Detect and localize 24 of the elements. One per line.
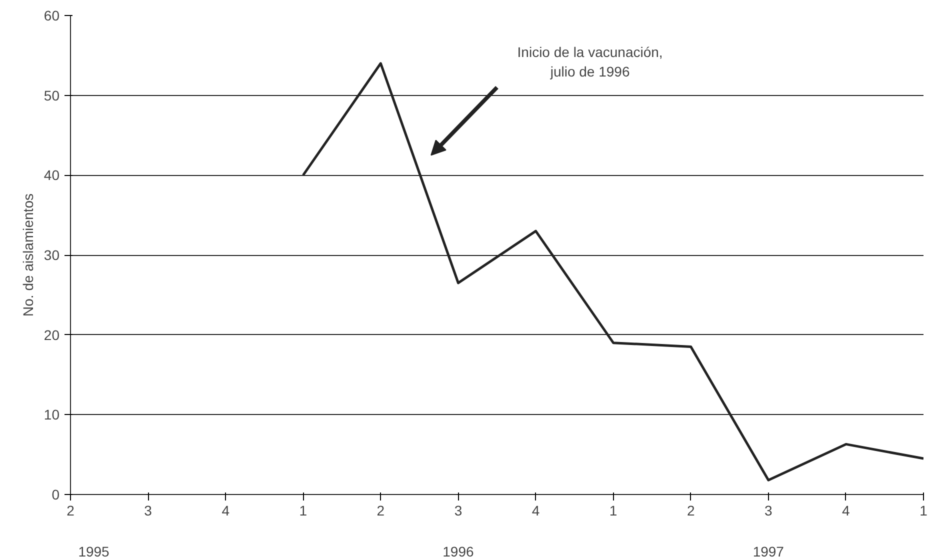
- y-tick-label: 50: [44, 87, 60, 104]
- y-tick-label: 40: [44, 167, 60, 184]
- x-tick-label: 1: [609, 502, 618, 518]
- x-tick-label: 1: [920, 502, 928, 518]
- y-tick-label: 10: [44, 406, 60, 423]
- y-tick-label: 30: [44, 247, 60, 263]
- x-tick-label: 2: [686, 502, 695, 518]
- y-tick-label: 60: [44, 8, 60, 24]
- x-tick-label: 3: [144, 502, 152, 518]
- x-tick-label: 4: [222, 502, 230, 518]
- text: 1997: [752, 544, 784, 559]
- y-tick-label: 0: [52, 486, 60, 502]
- x-tick-label: 3: [764, 502, 773, 518]
- x-tick-label: 4: [842, 502, 850, 518]
- annotation: Inicio de la vacunación, julio de 1996: [517, 44, 663, 80]
- x-tick-label: 2: [376, 502, 385, 518]
- text: 1996: [442, 544, 474, 559]
- x-tick-label: 2: [66, 502, 75, 518]
- x-tick-label: 3: [454, 502, 462, 518]
- x-tick-label: 4: [532, 502, 540, 518]
- y-tick-label: 20: [44, 326, 60, 343]
- text: 1995: [78, 544, 110, 559]
- x-tick-label: 1: [299, 502, 308, 518]
- y-axis-title: No. de aislamientos: [20, 194, 36, 316]
